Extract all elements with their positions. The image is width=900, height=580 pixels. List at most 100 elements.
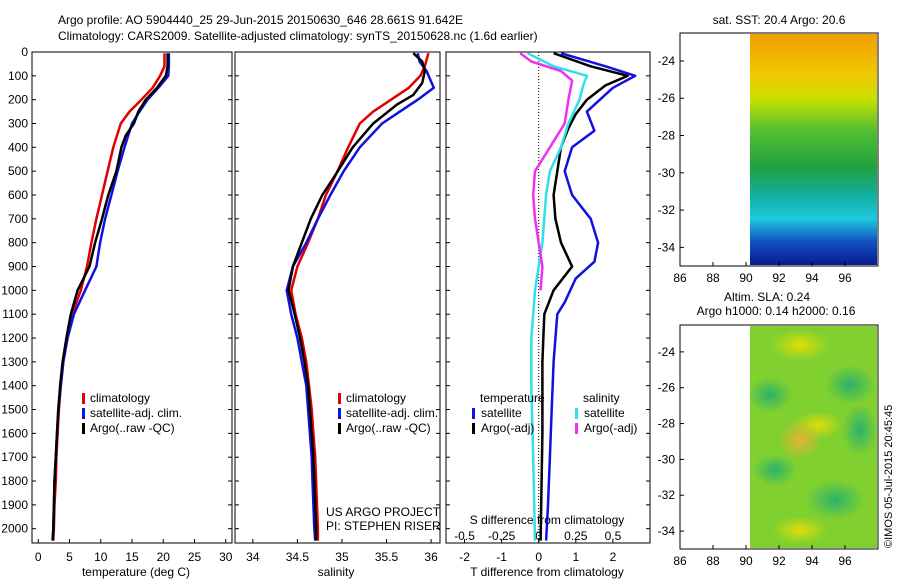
sla-map-title: Altim. SLA: 0.24 [724, 290, 810, 304]
salinity-xtick-label: 35 [335, 550, 349, 564]
salinity-frame [234, 51, 441, 544]
depth-tick-label: 1800 [1, 474, 28, 488]
legend-label: Argo(..raw -QC) [90, 421, 175, 435]
depth-tick-label: 200 [8, 93, 28, 107]
depth-tick-label: 1300 [1, 355, 28, 369]
salinity-xtick-label: 36 [424, 550, 438, 564]
legend-swatch [338, 423, 341, 434]
salinity-xlabel: salinity [318, 565, 355, 579]
sla-map-subtitle: Argo h1000: 0.14 h2000: 0.16 [697, 304, 856, 318]
difference-top-xtick-label: 0.5 [605, 529, 622, 543]
depth-tick-label: 1900 [1, 498, 28, 512]
legend-swatch [82, 408, 85, 419]
difference-series-line [539, 52, 629, 541]
map-xtick-label: 90 [739, 271, 753, 285]
map-ytick-label: -34 [658, 524, 676, 538]
map-ytick-label: -32 [658, 488, 676, 502]
depth-tick-label: 800 [8, 236, 28, 250]
sst-map-title: sat. SST: 20.4 Argo: 20.6 [713, 13, 846, 27]
difference-series-line [519, 52, 574, 291]
temperature-xtick-label: 5 [66, 550, 73, 564]
map-xtick-label: 92 [772, 271, 786, 285]
legend-swatch [575, 423, 578, 434]
legend-label: climatology [346, 391, 406, 405]
difference-top-xlabel: S difference from climatology [470, 513, 625, 527]
depth-tick-label: 600 [8, 188, 28, 202]
legend-label: satellite-adj. clim. [90, 406, 182, 420]
temperature-xtick-label: 30 [219, 550, 233, 564]
figure-title-line1: Argo profile: AO 5904440_25 29-Jun-2015 … [58, 13, 463, 27]
legend-swatch [82, 393, 85, 404]
temperature-series-line [52, 53, 166, 541]
sst-heatmap [750, 34, 877, 265]
legend-swatch [472, 423, 475, 434]
salinity-series-line [285, 52, 436, 541]
legend-label: climatology [90, 391, 150, 405]
temperature-xtick-label: 15 [125, 550, 139, 564]
project-annotation: US ARGO PROJECT [326, 505, 441, 519]
map-xtick-label: 96 [838, 271, 852, 285]
map-xtick-label: 96 [838, 554, 852, 568]
depth-tick-label: 300 [8, 117, 28, 131]
sst-map-panel: sat. SST: 20.4 Argo: 20.6 86 88 90 92 94 96 -2… [658, 13, 879, 285]
difference-series-line [544, 52, 637, 541]
temperature-xtick-label: 10 [94, 550, 108, 564]
map-xtick-label: 92 [772, 554, 786, 568]
difference-xtick-label: -1 [496, 550, 507, 564]
sla-map-panel: Altim. SLA: 0.24 Argo h1000: 0.14 h2000:… [658, 290, 879, 568]
legend-label: satellite [481, 406, 522, 420]
map-ytick-label: -24 [658, 54, 676, 68]
map-ytick-label: -24 [658, 345, 676, 359]
salinity-series-line [289, 52, 430, 541]
legend-label: satellite [584, 406, 625, 420]
salinity-xtick-label: 35.5 [375, 550, 399, 564]
depth-tick-label: 1700 [1, 450, 28, 464]
map-ytick-label: -32 [658, 203, 676, 217]
sla-heatmap [748, 326, 878, 548]
map-ytick-label: -34 [658, 240, 676, 254]
map-ytick-label: -26 [658, 91, 676, 105]
legend-swatch [338, 408, 341, 419]
map-xtick-label: 94 [805, 554, 819, 568]
difference-top-xtick-label: -0.25 [488, 529, 516, 543]
depth-tick-label: 2000 [1, 522, 28, 536]
depth-tick-label: 500 [8, 164, 28, 178]
map-ytick-label: -30 [658, 452, 676, 466]
difference-panel: -2 -1 0 1 2 -0.5 -0.25 0 0.25 0.5 temperature salin… [445, 51, 651, 564]
legend-header-temperature: temperature [480, 391, 545, 405]
legend-label: Argo(..raw -QC) [346, 421, 431, 435]
legend-label: satellite-adj. clim. [346, 406, 438, 420]
legend-swatch [472, 408, 475, 419]
legend-swatch [575, 408, 578, 419]
map-xtick-label: 90 [739, 554, 753, 568]
temperature-xtick-label: 20 [157, 550, 171, 564]
depth-tick-label: 1600 [1, 426, 28, 440]
difference-top-xtick-label: -0.5 [454, 529, 475, 543]
legend-label: Argo(-adj) [584, 421, 637, 435]
legend-label: Argo(-adj) [481, 421, 534, 435]
difference-top-xtick-label: 0.25 [564, 529, 588, 543]
depth-tick-label: 900 [8, 260, 28, 274]
temperature-xlabel: temperature (deg C) [82, 565, 190, 579]
temperature-series-line [51, 53, 169, 541]
difference-xlabel: T difference from climatology [470, 565, 624, 579]
salinity-series-line [287, 52, 427, 541]
figure-title-line2: Climatology: CARS2009. Satellite-adjuste… [58, 29, 538, 43]
legend-header-salinity: salinity [583, 391, 620, 405]
depth-tick-label: 1500 [1, 403, 28, 417]
map-ytick-label: -28 [658, 129, 676, 143]
difference-xtick-label: 2 [610, 550, 617, 564]
depth-tick-label: 0 [21, 45, 28, 59]
legend-swatch [338, 393, 341, 404]
difference-top-xtick-label: 0 [535, 529, 542, 543]
difference-series-line [527, 52, 589, 541]
map-xtick-label: 88 [706, 271, 720, 285]
depth-tick-label: 1000 [1, 283, 28, 297]
depth-tick-label: 700 [8, 212, 28, 226]
temperature-xtick-label: 0 [35, 550, 42, 564]
depth-tick-label: 1100 [2, 307, 28, 321]
depth-tick-label: 1400 [1, 379, 28, 393]
difference-frame [445, 51, 651, 544]
temperature-panel: 0100200300400500600700800900100011001200… [1, 45, 232, 564]
map-xtick-label: 86 [673, 554, 687, 568]
